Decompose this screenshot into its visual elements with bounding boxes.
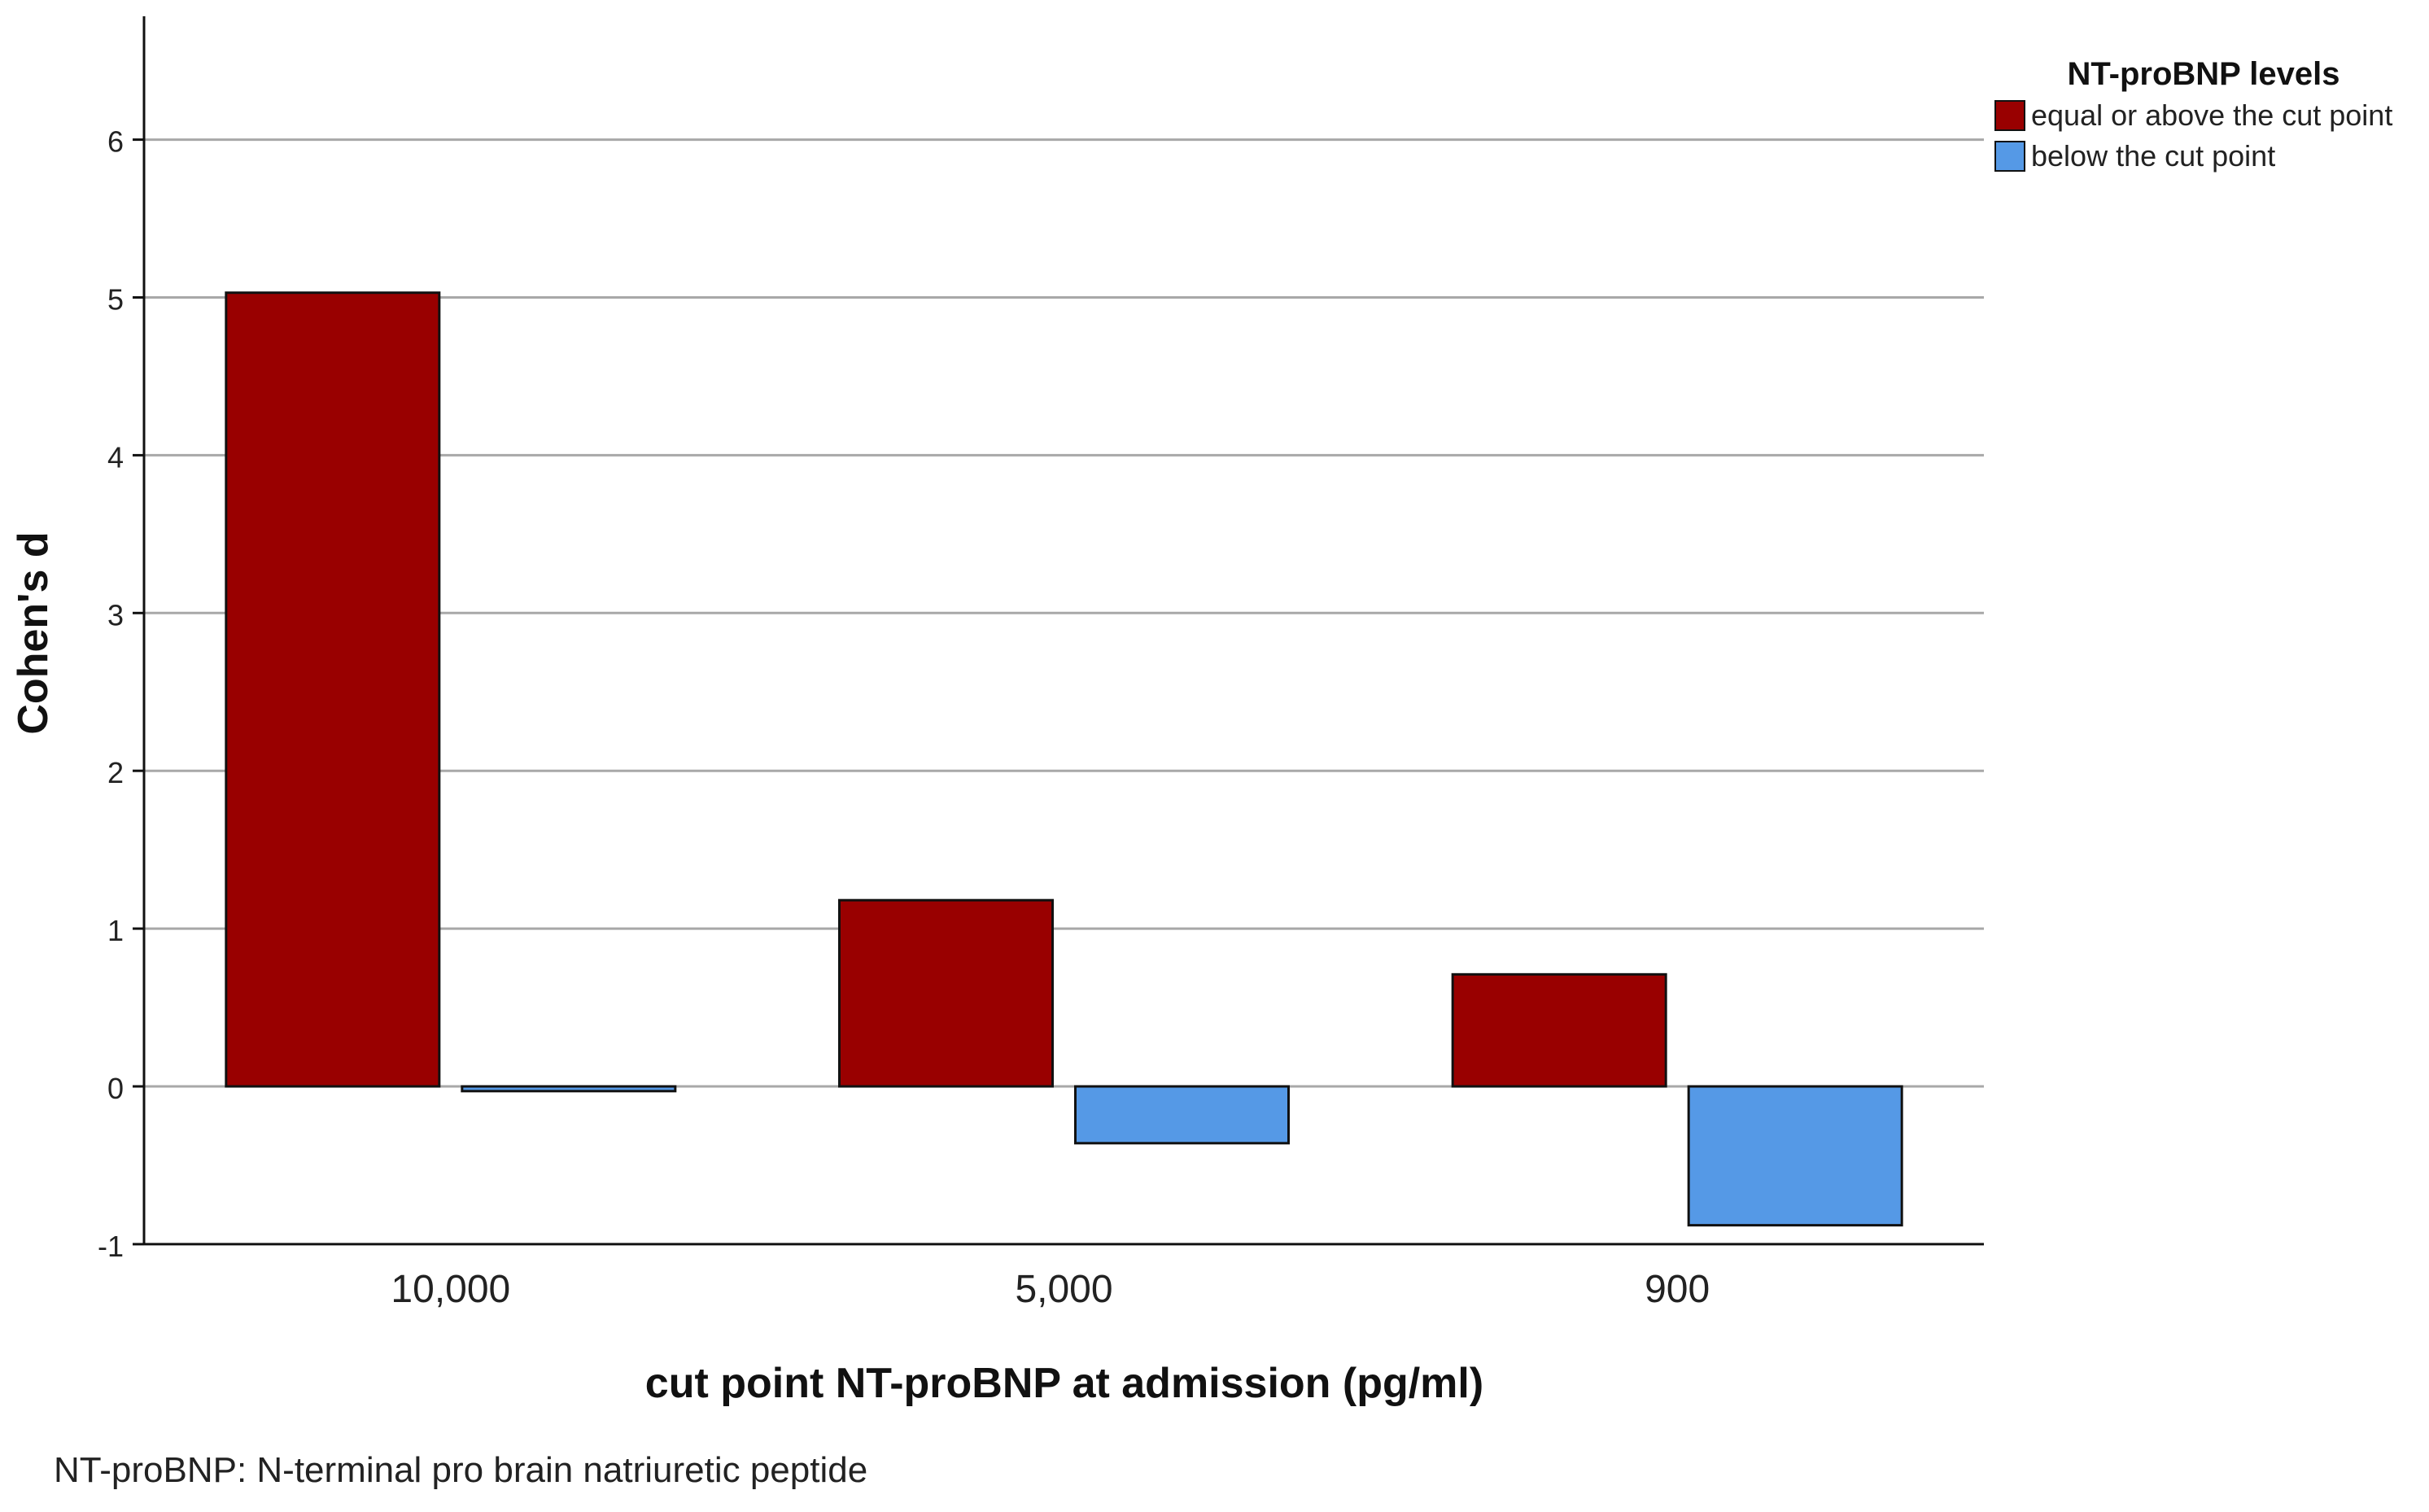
tick-labels: -1 0 1 2 3 4 5 6 10,000 5,000 900 bbox=[98, 125, 1710, 1311]
y-tick-label: 6 bbox=[107, 125, 124, 159]
bars bbox=[225, 291, 1903, 1227]
y-tick-label: 3 bbox=[107, 598, 124, 631]
y-tick-label: 2 bbox=[107, 756, 124, 789]
bar bbox=[1687, 1085, 1903, 1227]
y-tick-label: 5 bbox=[107, 283, 124, 317]
x-tick-label: 900 bbox=[1645, 1268, 1710, 1311]
axes bbox=[133, 16, 1984, 1246]
legend-swatch bbox=[1994, 100, 2025, 131]
y-tick-label: 1 bbox=[107, 914, 124, 947]
y-tick-label: 4 bbox=[107, 440, 124, 474]
legend-label: equal or above the cut point bbox=[2031, 98, 2392, 132]
x-tick-label: 10,000 bbox=[391, 1268, 510, 1311]
y-axis-title: Cohen's d bbox=[10, 531, 57, 734]
legend-title: NT-proBNP levels bbox=[2068, 56, 2340, 92]
legend-label: below the cut point bbox=[2031, 139, 2275, 173]
bar bbox=[838, 898, 1054, 1088]
footnote: NT-proBNP: N-terminal pro brain natriure… bbox=[54, 1450, 868, 1490]
gridlines bbox=[144, 138, 1984, 1088]
bar bbox=[225, 291, 441, 1088]
bar bbox=[1074, 1085, 1290, 1145]
x-axis-title: cut point NT-proBNP at admission (pg/ml) bbox=[645, 1360, 1483, 1407]
legend-items: equal or above the cut point below the cu… bbox=[1994, 98, 2392, 173]
y-tick-label: -1 bbox=[98, 1230, 124, 1263]
legend-swatch bbox=[1994, 141, 2025, 172]
bar bbox=[461, 1085, 677, 1093]
bar bbox=[1451, 972, 1667, 1088]
x-tick-label: 5,000 bbox=[1015, 1268, 1112, 1311]
y-tick-label: 0 bbox=[107, 1072, 124, 1105]
legend: NT-proBNP levels equal or above the cut … bbox=[1994, 56, 2392, 173]
